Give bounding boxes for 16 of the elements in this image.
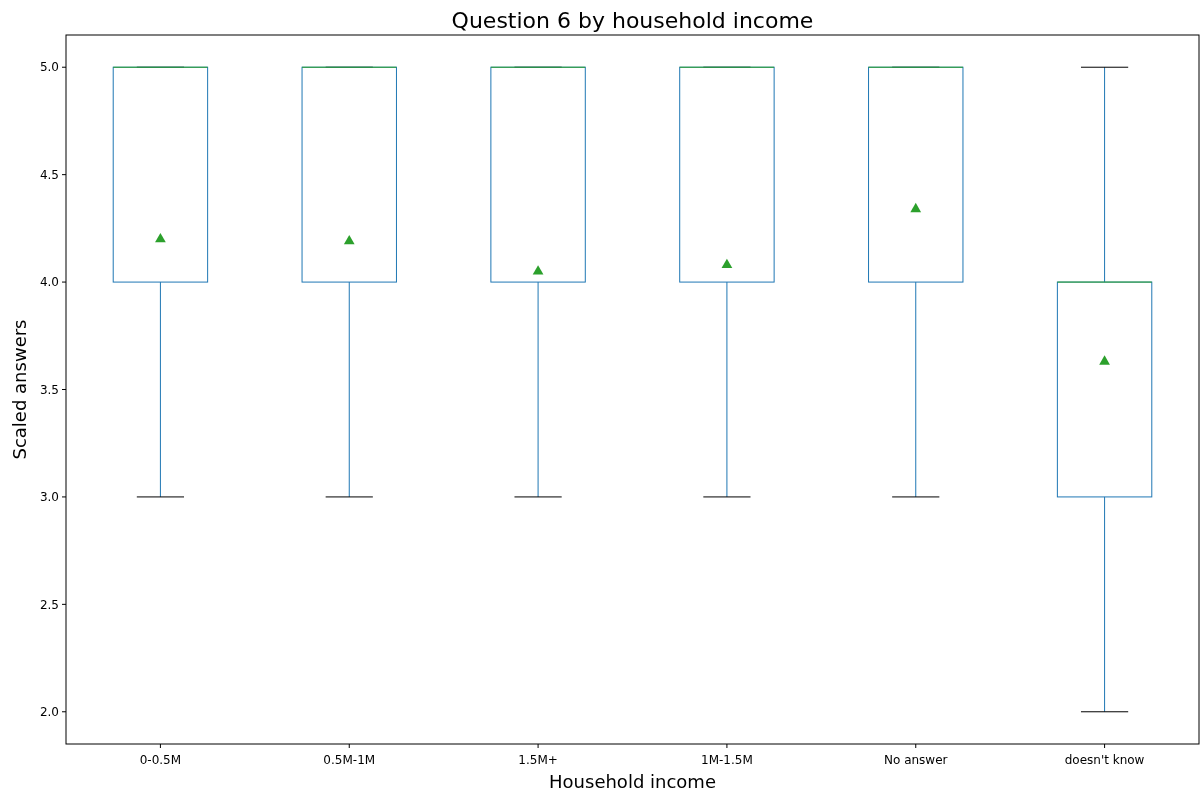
- x-axis-title: Household income: [549, 771, 716, 792]
- x-tick-label: 0-0.5M: [139, 753, 182, 767]
- y-tick-label: 4.0: [39, 275, 59, 290]
- y-tick-label: 3.0: [39, 490, 59, 505]
- x-tick-label: 1M-1.5M: [701, 753, 753, 767]
- x-tick-label: doesn't know: [1064, 753, 1145, 767]
- x-tick-label: No answer: [884, 753, 948, 767]
- y-axis-title: Scaled answers: [9, 319, 30, 460]
- y-tick-label: 5.0: [39, 60, 59, 75]
- y-tick-label: 4.5: [39, 167, 59, 182]
- chart-title: Question 6 by household income: [451, 8, 814, 33]
- y-tick-label: 3.5: [39, 382, 59, 397]
- y-tick-label: 2.0: [39, 704, 59, 719]
- x-tick-label: 0.5M-1M: [323, 753, 376, 767]
- x-tick-label: 1.5M+: [518, 753, 558, 767]
- y-tick-label: 2.5: [39, 597, 59, 612]
